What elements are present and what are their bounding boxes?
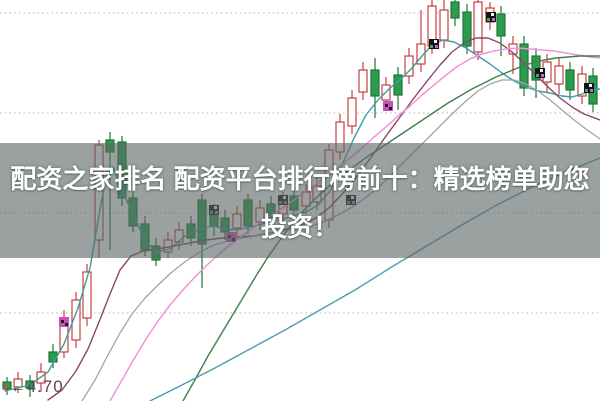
- signal-dot: [540, 69, 543, 72]
- headline-line1: 配资之家排名 配资平台排行榜前十：精选榜单助您: [10, 164, 590, 194]
- low-tick-mark: +: [2, 379, 10, 395]
- signal-dot: [491, 13, 494, 16]
- trade-signal-icon: [535, 68, 545, 78]
- candle-up: [439, 9, 449, 41]
- candle-down: [393, 74, 403, 96]
- low-price-label: + ← 4.70: [2, 376, 64, 398]
- candle-down: [450, 1, 460, 19]
- signal-dot: [65, 323, 68, 326]
- ma-green-line: [182, 55, 600, 401]
- signal-dot: [487, 18, 490, 21]
- candle-down: [2, 381, 12, 390]
- signal-dot: [61, 320, 64, 323]
- signal-dot: [434, 40, 437, 43]
- candle-up: [71, 299, 81, 341]
- signal-dot: [389, 107, 392, 110]
- signal-dot: [541, 74, 544, 77]
- candle-down: [370, 69, 380, 97]
- candle-up: [358, 69, 368, 93]
- candle-up: [473, 1, 483, 53]
- candle-up: [416, 43, 426, 65]
- signal-dot: [589, 84, 592, 87]
- signal-dot: [585, 89, 588, 92]
- low-price-value: 4.70: [26, 377, 64, 396]
- signal-dot: [536, 74, 539, 77]
- candle-down: [496, 13, 506, 37]
- candle-down: [565, 69, 575, 91]
- trade-signal-icon: [584, 83, 594, 93]
- signal-dot: [430, 45, 433, 48]
- signal-dot: [492, 18, 495, 21]
- trade-signal-icon: [486, 12, 496, 22]
- signal-dot: [435, 45, 438, 48]
- candle-up: [13, 378, 23, 388]
- headline-line2: 投资！: [260, 212, 339, 242]
- candle-down: [462, 11, 472, 47]
- candle-up: [347, 97, 357, 127]
- trade-signal-icon: [429, 39, 439, 49]
- left-arrow-icon: ←: [10, 378, 26, 396]
- candle-up: [554, 65, 564, 85]
- signal-dot: [385, 104, 388, 107]
- signal-dot: [590, 89, 593, 92]
- candle-up: [82, 271, 92, 319]
- headline-overlay-band: [0, 143, 600, 258]
